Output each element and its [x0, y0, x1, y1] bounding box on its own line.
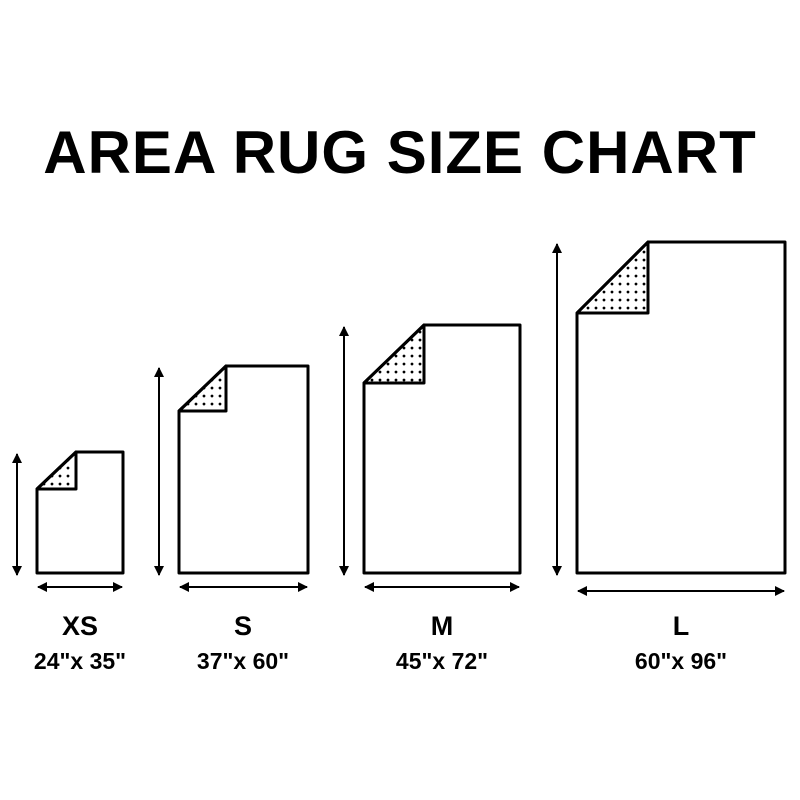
- chart-title: AREA RUG SIZE CHART: [43, 119, 757, 186]
- size-dimensions-l: 60"x 96": [634, 648, 728, 674]
- size-dimensions-s: 37"x 60": [196, 648, 290, 674]
- size-dimensions-m: 45"x 72": [395, 648, 489, 674]
- size-name-m: M: [430, 611, 454, 641]
- rug-l-folded-corner: [575, 240, 650, 315]
- size-name-xs: XS: [61, 611, 99, 641]
- size-name-s: S: [233, 611, 252, 641]
- rug-m-folded-corner: [362, 323, 426, 385]
- rug-s-folded-corner: [177, 364, 228, 413]
- rug-xs-outline: [35, 450, 125, 575]
- size-dimensions-xs: 24"x 35": [33, 648, 127, 674]
- size-name-l: L: [672, 611, 690, 641]
- rug-xs-folded-corner: [35, 450, 78, 491]
